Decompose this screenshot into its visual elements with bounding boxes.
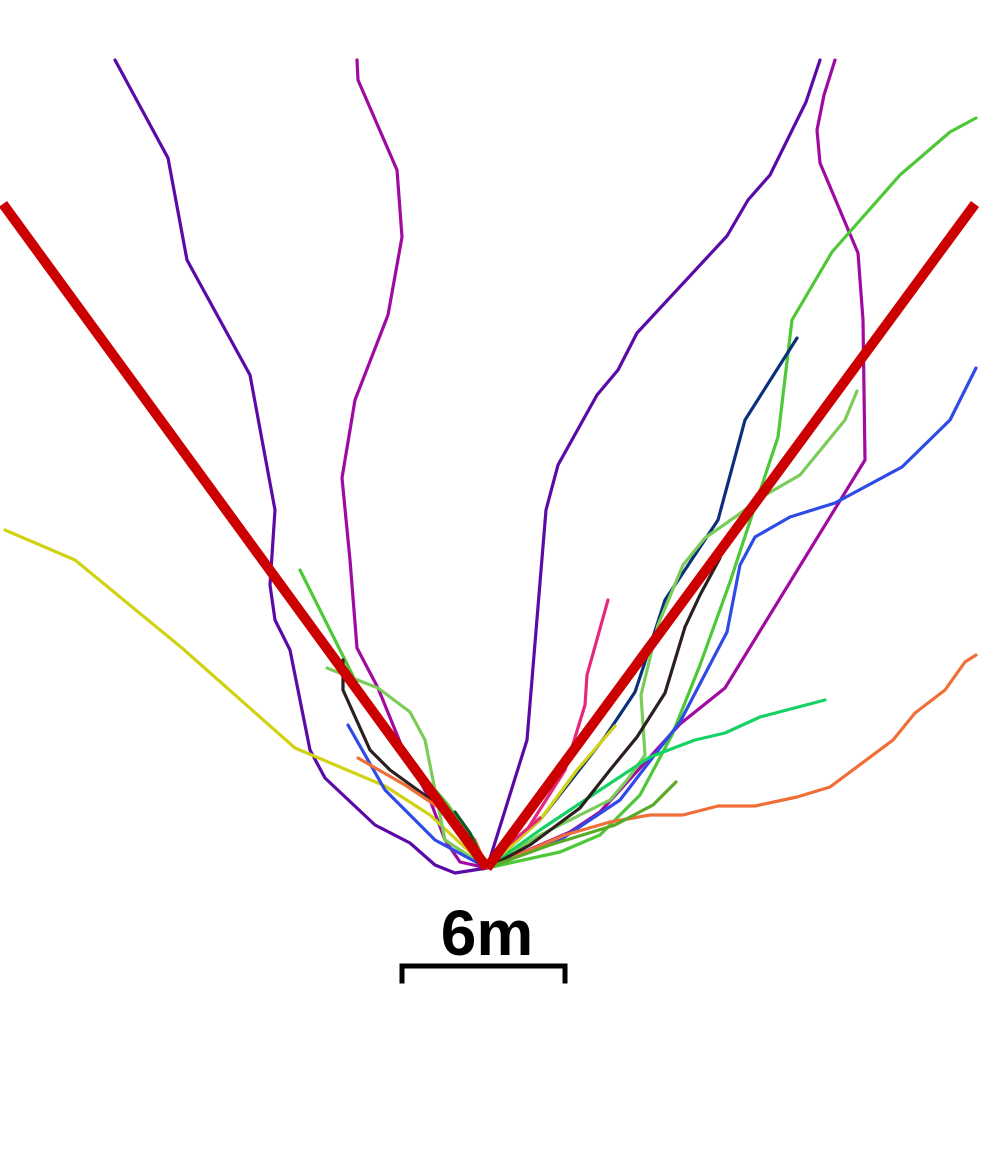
scale-bar-label: 6m: [441, 897, 534, 969]
scale-bar-line: [399, 963, 568, 984]
trajectory-track: [485, 58, 822, 870]
trajectory-track: [485, 556, 722, 870]
trajectory-track: [485, 389, 859, 870]
trajectory-track: [325, 666, 489, 870]
trajectory-track: [485, 366, 978, 870]
trajectory-track: [485, 724, 617, 870]
trajectory-track: [340, 58, 489, 870]
trajectory-track: [485, 780, 678, 870]
trajectory-track: [346, 723, 489, 870]
left-boundary-line: [0, 201, 492, 871]
trajectory-track: [113, 58, 489, 875]
boundary-lines: [0, 201, 980, 871]
scale-bar: 6m: [399, 897, 568, 984]
trajectory-track: [485, 698, 827, 870]
trajectory-track: [485, 653, 978, 870]
trajectory-tracks: [3, 58, 978, 875]
right-boundary-line: [482, 201, 980, 871]
trajectory-track: [3, 528, 489, 870]
